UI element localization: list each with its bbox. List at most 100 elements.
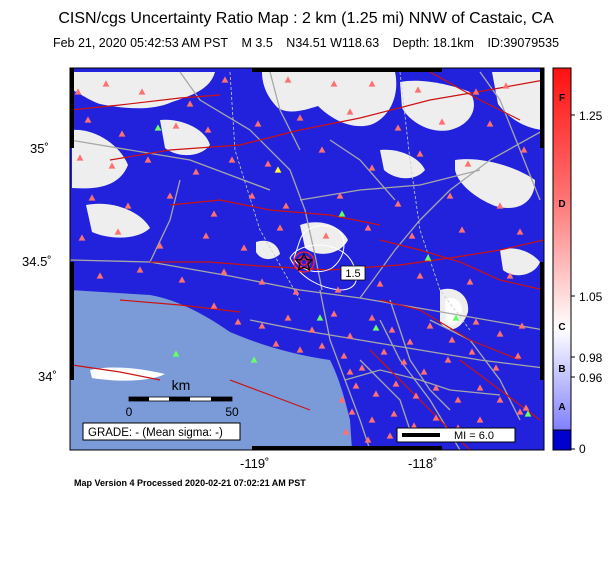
low-coverage-areas [72,72,542,330]
station-marker [284,314,292,321]
scalebar-end: 50 [225,405,239,419]
contour-label: 1.5 [340,265,366,281]
station-marker [394,124,402,131]
colorbar: F D C B A 1.25 1.05 0.98 0.96 0 [552,67,603,456]
station-marker [284,76,292,83]
station-marker [524,410,532,417]
station-marker [276,224,284,231]
station-marker [406,338,414,345]
station-marker [372,324,380,331]
station-marker [376,280,384,287]
station-marker [372,390,380,397]
lon-tick-119: -119˚ [240,456,269,471]
station-marker [454,396,462,403]
colorbar-letter-a: A [558,402,565,413]
station-marker [264,160,272,167]
station-marker [334,286,342,293]
station-marker [390,410,398,417]
station-marker [166,192,174,199]
station-marker [420,368,428,375]
epicenter-star [294,252,314,272]
station-marker [516,408,524,415]
station-marker [364,436,372,443]
station-marker [204,126,212,133]
station-marker [346,332,354,339]
station-marker [388,326,396,333]
station-marker [426,322,434,329]
station-marker [506,272,514,279]
event-depth: Depth: 18.1km [392,36,474,50]
lat-tick-34: 34˚ [38,369,57,384]
station-marker [448,336,456,343]
station-marker [202,232,210,239]
station-marker [272,340,280,347]
station-marker [74,88,82,95]
station-marker [102,80,110,87]
station-marker [496,396,504,403]
station-marker [124,202,132,209]
mi-legend-text: MI = 6.0 [454,430,494,442]
station-marker [274,166,282,173]
colorbar-value-1-25: 1.25 [579,109,603,123]
station-marker [210,302,218,309]
station-marker [144,156,152,163]
station-marker [296,346,304,353]
station-marker [432,414,440,421]
station-marker [368,314,376,321]
county-lines [229,71,471,331]
lat-tick-35: 35˚ [30,141,49,156]
station-marker [414,86,422,93]
station-marker [248,192,256,199]
station-marker [476,384,484,391]
frame-bands [70,68,544,450]
station-marker [156,242,164,249]
station-marker [496,202,504,209]
colorbar-value-0-96: 0.96 [579,371,603,385]
map-title: CISN/cgs Uncertainty Ratio Map : 2 km (1… [58,10,554,27]
station-marker [458,226,466,233]
station-marker [338,210,346,217]
station-marker [502,82,510,89]
station-marker [368,416,376,423]
station-marker [368,164,376,171]
map-canvas: 1.5 [70,68,544,450]
station-marker [316,314,324,321]
station-marker [408,232,416,239]
station-marker [446,192,454,199]
station-marker [348,408,356,415]
station-marker [438,118,446,125]
station-marker [228,156,236,163]
colorbar-value-0: 0 [579,442,586,456]
station-marker [338,396,346,403]
station-marker [340,352,348,359]
station-marker [172,350,180,357]
station-marker [368,80,376,87]
station-marker [296,114,304,121]
station-marker [330,310,338,317]
station-marker [452,314,460,321]
colorbar-gradient [552,67,572,431]
station-marker [178,276,186,283]
uncertainty-contours [289,225,358,291]
event-location: N34.51 W118.63 [286,36,380,50]
station-marker [250,356,258,363]
station-marker [318,146,326,153]
station-marker [118,130,126,137]
station-marker [330,80,338,87]
station-marker [240,244,248,251]
station-marker [342,428,350,435]
station-marker [380,348,388,355]
station-marker [410,422,418,429]
scalebar-start: 0 [126,405,133,419]
colorbar-letter-d: D [558,199,565,210]
station-marker [234,318,242,325]
faults [70,71,544,450]
event-magnitude: M 3.5 [241,36,273,50]
station-marker [486,120,494,127]
station-marker [336,192,344,199]
station-marker [154,124,162,131]
station-marker [358,364,366,371]
station-marker [496,330,504,337]
scalebar-unit: km [172,377,191,393]
